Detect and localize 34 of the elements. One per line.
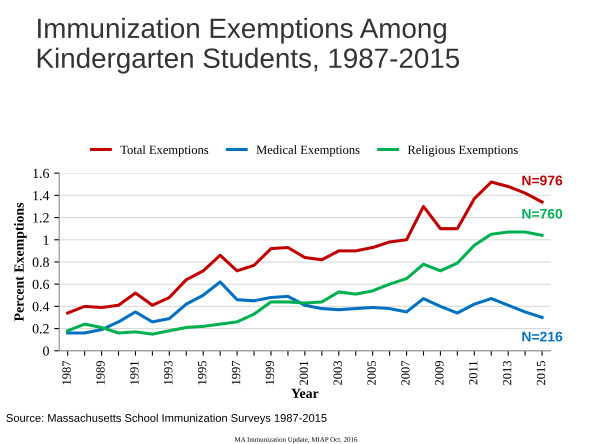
y-tick-label: 0 [43, 346, 49, 356]
x-tick-label: 1993 [164, 360, 172, 384]
legend-label: Religious Exemptions [408, 145, 518, 157]
x-tick-label: 2001 [300, 361, 308, 385]
y-tick-label: 1.4 [33, 191, 50, 200]
x-tick-label: 1995 [198, 360, 206, 384]
annotation: N=976 [522, 176, 562, 186]
x-tick-label: 2015 [536, 360, 546, 385]
x-tick-label: 1991 [130, 361, 139, 384]
x-tick-label: 2007 [401, 360, 410, 385]
y-tick-label: 0.6 [32, 280, 50, 290]
x-tick-label: 1987 [62, 360, 71, 384]
y-tick-label: 1.2 [33, 213, 49, 223]
y-tick-label: 1 [44, 235, 49, 245]
annotation: N=216 [522, 332, 562, 342]
y-tick-label: 0.4 [32, 302, 50, 312]
x-tick-label: 2013 [502, 360, 512, 385]
x-tick-label: 2009 [435, 360, 444, 385]
x-tick-label: 2011 [469, 361, 478, 384]
x-tick-label: 2003 [333, 360, 342, 385]
chart-title: Immunization Exemptions Among Kindergarten Students, 1987-2015 [38, 18, 460, 74]
legend-label: Medical Exemptions [256, 145, 360, 157]
legend-label: Total Exemptions [120, 145, 208, 157]
x-tick-label: 1989 [96, 360, 105, 384]
y-axis-title: Percent Exemptions [14, 202, 27, 322]
y-tick-label: 0.8 [32, 258, 49, 267]
annotation: N=760 [522, 208, 562, 219]
source-note: Source: Massachusetts School Immunization Surveys 1987-2015 [6, 414, 327, 424]
x-tick-label: 1999 [266, 360, 274, 384]
x-tick-label: 2005 [367, 360, 376, 385]
y-tick-label: 0.2 [32, 324, 49, 334]
x-axis-title: Year [291, 388, 318, 398]
x-tick-label: 1997 [232, 360, 240, 384]
y-tick-label: 1.6 [33, 168, 50, 178]
